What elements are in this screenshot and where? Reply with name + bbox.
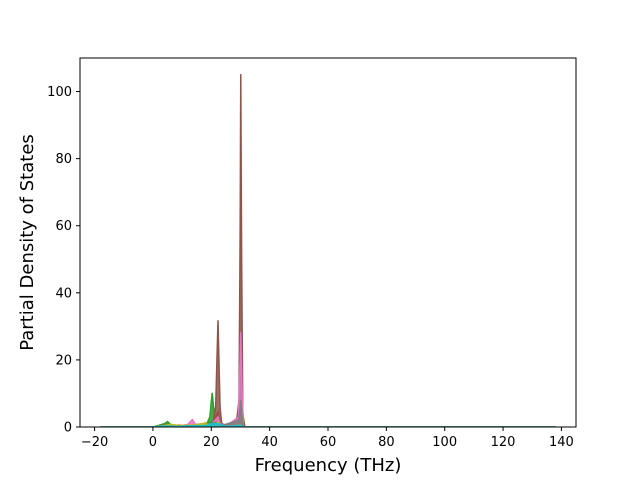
series-1-area — [100, 364, 556, 427]
x-tick-label: 0 — [149, 435, 157, 450]
y-tick-label: 100 — [47, 85, 72, 100]
y-tick-label: 40 — [55, 286, 72, 301]
y-tick-label: 80 — [55, 152, 72, 167]
series-1-line — [100, 364, 556, 427]
x-tick-label: 60 — [320, 435, 337, 450]
y-tick-label: 0 — [64, 421, 72, 436]
series-3-line — [100, 392, 556, 427]
x-tick-label: 40 — [261, 435, 278, 450]
plot-frame — [79, 57, 577, 428]
x-tick-label: −20 — [81, 435, 108, 450]
x-tick-label: 80 — [378, 435, 395, 450]
series-7-area — [100, 332, 556, 427]
y-tick-label: 60 — [55, 219, 72, 234]
y-axis-label: Partial Density of States — [17, 134, 38, 351]
series-10-area — [100, 423, 556, 427]
series-10-line — [100, 422, 556, 427]
x-tick-label: 140 — [549, 435, 574, 450]
series-6-area — [100, 74, 556, 427]
x-axis: −20 0 20 40 60 80 100 120 140 — [81, 427, 574, 450]
y-tick-label: 20 — [55, 353, 72, 368]
x-axis-label: Frequency (THz) — [255, 455, 402, 476]
x-tick-label: 120 — [491, 435, 516, 450]
series-6-line — [100, 74, 556, 427]
y-axis: 0 20 40 60 80 100 — [47, 85, 80, 436]
x-tick-label: 20 — [203, 435, 220, 450]
series-7-line — [100, 332, 556, 427]
series-layer — [100, 74, 556, 427]
x-tick-label: 100 — [432, 435, 457, 450]
